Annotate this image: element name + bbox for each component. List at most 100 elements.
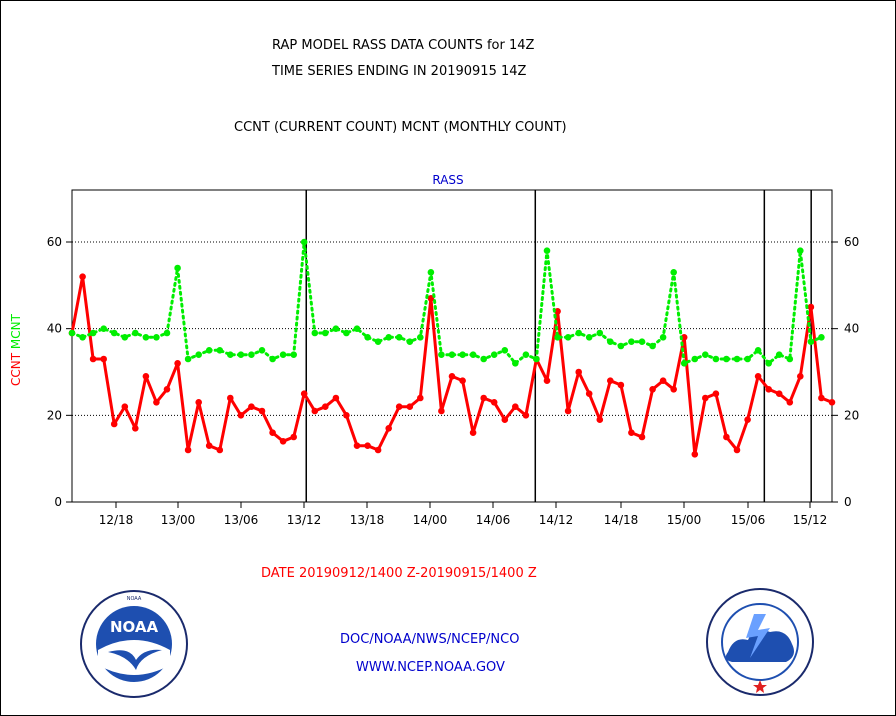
data-point-mcnt bbox=[596, 329, 604, 337]
data-point-ccnt bbox=[797, 373, 804, 380]
data-point-mcnt bbox=[385, 334, 393, 341]
data-point-ccnt bbox=[607, 377, 614, 385]
noaa-logo: NOAA NOAA bbox=[80, 590, 188, 698]
data-point-ccnt bbox=[184, 446, 192, 454]
data-point-mcnt bbox=[269, 355, 276, 363]
y-axis-label-part: MCNT bbox=[9, 313, 23, 353]
data-point-mcnt bbox=[248, 351, 255, 359]
y-tick-label-right: 20 bbox=[844, 408, 859, 422]
data-point-ccnt bbox=[818, 394, 825, 402]
data-point-mcnt bbox=[374, 338, 382, 346]
data-point-ccnt bbox=[174, 360, 181, 367]
data-point-mcnt bbox=[395, 334, 403, 341]
data-point-ccnt bbox=[343, 412, 350, 419]
data-point-ccnt bbox=[258, 407, 266, 415]
data-point-mcnt bbox=[459, 351, 466, 359]
data-point-ccnt bbox=[786, 399, 794, 406]
data-point-mcnt bbox=[448, 351, 456, 359]
x-tick-label: 12/18 bbox=[99, 513, 134, 527]
data-point-ccnt bbox=[332, 394, 340, 402]
x-tick-label: 13/06 bbox=[224, 513, 259, 527]
y-axis-label-part: CCNT bbox=[9, 352, 23, 386]
data-point-mcnt bbox=[638, 338, 646, 346]
data-point-ccnt bbox=[300, 390, 308, 398]
y-tick-label-left: 0 bbox=[54, 495, 62, 509]
data-point-ccnt bbox=[807, 303, 815, 311]
chart-subtitle: CCNT (CURRENT COUNT) MCNT (MONTHLY COUNT… bbox=[234, 120, 567, 135]
data-point-ccnt bbox=[142, 373, 150, 380]
data-point-ccnt bbox=[153, 399, 160, 406]
data-point-ccnt bbox=[775, 390, 783, 398]
x-tick-label: 14/06 bbox=[476, 513, 511, 527]
data-point-mcnt bbox=[512, 360, 519, 367]
data-point-mcnt bbox=[364, 334, 371, 341]
data-point-ccnt bbox=[512, 403, 519, 411]
data-point-mcnt bbox=[163, 329, 171, 337]
data-point-mcnt bbox=[554, 334, 561, 341]
data-point-ccnt bbox=[712, 390, 720, 398]
data-point-ccnt bbox=[691, 451, 699, 458]
data-point-ccnt bbox=[417, 394, 424, 402]
data-point-ccnt bbox=[459, 377, 466, 385]
org-line[interactable]: DOC/NOAA/NWS/NCEP/NCO bbox=[340, 632, 520, 647]
y-tick-label-right: 0 bbox=[844, 495, 852, 509]
data-point-mcnt bbox=[649, 342, 656, 350]
data-point-mcnt bbox=[343, 329, 350, 337]
data-point-mcnt bbox=[490, 351, 498, 359]
nws-logo bbox=[706, 588, 814, 696]
data-point-mcnt bbox=[543, 247, 551, 254]
x-tick-label: 13/00 bbox=[161, 513, 196, 527]
data-point-ccnt bbox=[638, 433, 646, 441]
y-tick-label-left: 60 bbox=[47, 235, 62, 249]
data-point-mcnt bbox=[68, 329, 76, 337]
date-range-label: DATE 20190912/1400 Z-20190915/1400 Z bbox=[261, 566, 537, 581]
data-point-ccnt bbox=[659, 377, 667, 385]
data-point-ccnt bbox=[575, 368, 582, 376]
data-point-ccnt bbox=[248, 403, 255, 411]
data-point-ccnt bbox=[385, 425, 393, 432]
data-point-ccnt bbox=[269, 429, 276, 437]
data-point-mcnt bbox=[174, 264, 181, 272]
data-point-mcnt bbox=[712, 355, 720, 363]
data-point-ccnt bbox=[522, 412, 530, 419]
data-point-mcnt bbox=[153, 334, 160, 341]
data-point-mcnt bbox=[332, 325, 340, 333]
data-point-mcnt bbox=[575, 329, 582, 337]
data-point-ccnt bbox=[448, 373, 456, 380]
data-point-ccnt bbox=[195, 399, 202, 406]
data-point-ccnt bbox=[406, 403, 414, 411]
data-point-mcnt bbox=[279, 351, 287, 359]
x-tick-label: 15/06 bbox=[731, 513, 766, 527]
data-point-mcnt bbox=[533, 355, 540, 363]
data-point-mcnt bbox=[723, 355, 730, 363]
data-point-mcnt bbox=[765, 360, 772, 367]
data-point-ccnt bbox=[480, 394, 488, 402]
data-point-mcnt bbox=[480, 355, 488, 363]
data-point-mcnt bbox=[205, 347, 213, 354]
data-point-ccnt bbox=[501, 416, 509, 424]
data-point-mcnt bbox=[79, 334, 86, 341]
data-point-ccnt bbox=[554, 308, 561, 315]
data-point-mcnt bbox=[702, 351, 709, 359]
data-point-mcnt bbox=[438, 351, 445, 359]
data-point-ccnt bbox=[754, 373, 762, 380]
data-point-mcnt bbox=[670, 269, 677, 276]
plot-label: RASS bbox=[432, 173, 463, 187]
data-point-mcnt bbox=[237, 351, 245, 359]
y-tick-label-left: 20 bbox=[47, 408, 62, 422]
data-point-mcnt bbox=[501, 347, 509, 354]
data-point-ccnt bbox=[353, 442, 361, 450]
data-point-mcnt bbox=[427, 269, 435, 276]
data-point-ccnt bbox=[765, 386, 772, 393]
data-point-ccnt bbox=[121, 403, 129, 411]
data-point-ccnt bbox=[564, 407, 572, 415]
data-point-ccnt bbox=[227, 394, 234, 402]
website-link[interactable]: WWW.NCEP.NOAA.GOV bbox=[356, 660, 505, 675]
data-point-mcnt bbox=[100, 325, 107, 333]
data-point-ccnt bbox=[395, 403, 403, 411]
data-point-mcnt bbox=[564, 334, 572, 341]
data-point-ccnt bbox=[469, 429, 477, 437]
y-tick-label-left: 40 bbox=[47, 322, 62, 336]
data-point-ccnt bbox=[237, 412, 245, 419]
